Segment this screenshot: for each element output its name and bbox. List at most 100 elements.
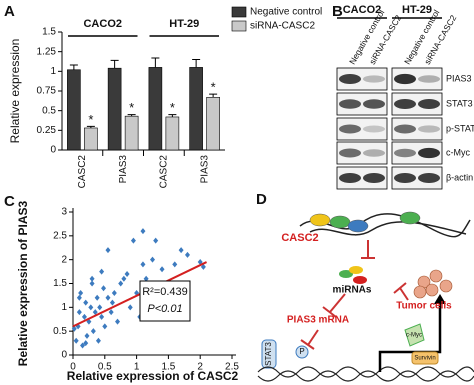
diagram-label: Tumor cells <box>396 301 452 312</box>
chromatin <box>257 370 474 382</box>
error-bar <box>69 64 78 70</box>
point <box>102 323 108 330</box>
band <box>394 99 416 109</box>
band <box>363 173 385 183</box>
point <box>115 318 121 325</box>
band <box>339 74 361 84</box>
row-label: p-STAT3 <box>446 123 474 133</box>
point <box>127 304 133 311</box>
band <box>418 147 440 159</box>
band <box>339 148 361 158</box>
point <box>99 268 105 275</box>
point <box>92 309 98 316</box>
point <box>108 309 114 316</box>
point <box>150 256 155 263</box>
diagram-label: P <box>299 347 304 356</box>
point <box>89 280 95 287</box>
y-axis-label: Relative expression of PIAS3 <box>16 200 30 366</box>
annotation-box <box>139 280 191 322</box>
blot-box <box>391 67 443 91</box>
y-tick-label: 1.25 <box>37 46 57 57</box>
point <box>81 313 87 320</box>
point <box>88 304 94 311</box>
band <box>363 99 385 109</box>
stat3-protein <box>261 339 277 369</box>
band <box>339 124 361 134</box>
mirna <box>349 266 363 274</box>
chromatin <box>257 366 474 378</box>
band <box>418 173 440 183</box>
x-axis-label: Relative expression of CASC2 <box>67 369 239 383</box>
y-axis-label: Relative expression <box>8 39 22 144</box>
error-bar <box>86 125 95 128</box>
x-tick-label: PIAS3 <box>118 155 129 184</box>
point <box>101 285 107 292</box>
error-bar <box>127 114 136 117</box>
tumor-cell <box>413 285 427 299</box>
inhibit-arrow <box>393 282 409 301</box>
y-tick-label: 2.5 <box>53 230 67 241</box>
diagram-label: STAT3 <box>264 342 273 366</box>
y-tick-label: 1 <box>61 302 67 313</box>
point <box>172 261 178 268</box>
x-tick-label: CASC2 <box>77 155 88 189</box>
row-label: PIAS3 <box>446 73 472 83</box>
blot-box <box>391 166 443 190</box>
point <box>200 263 206 270</box>
protein <box>347 219 369 233</box>
inhibit-arrow <box>361 240 375 259</box>
mirna <box>339 270 353 278</box>
row-label: c-Myc <box>446 147 470 157</box>
significance-label: * <box>170 100 175 115</box>
cmyc-shape <box>404 323 425 347</box>
annotation: P<0.01 <box>147 303 182 315</box>
blot-box <box>336 117 388 141</box>
band <box>394 148 416 158</box>
protein <box>399 211 421 225</box>
point <box>83 299 89 306</box>
y-tick-label: 3 <box>61 207 67 218</box>
x-tick-label: CASC2 <box>159 155 170 189</box>
rna-strand <box>309 221 467 236</box>
x-tick-label: 2 <box>197 362 203 373</box>
blot-box <box>391 92 443 116</box>
mirna <box>353 276 367 284</box>
protein <box>309 213 331 227</box>
bar <box>124 115 139 151</box>
point <box>143 275 149 282</box>
band <box>418 125 440 133</box>
y-tick-label: 1.5 <box>42 27 56 38</box>
blot-box <box>391 117 443 141</box>
point <box>140 261 146 268</box>
legend-label: Negative control <box>250 7 322 18</box>
point <box>105 247 111 254</box>
inhibit-arrow <box>300 329 319 350</box>
panel-letter: B <box>332 3 343 20</box>
band <box>394 73 416 85</box>
blot-box <box>391 141 443 165</box>
y-tick-label: 1 <box>50 66 56 77</box>
band <box>339 173 361 183</box>
point <box>76 309 82 316</box>
point <box>71 325 77 332</box>
point <box>99 313 105 320</box>
diagram-label: CASC2 <box>281 232 318 244</box>
x-tick-label: 2.5 <box>225 362 239 373</box>
group-label: CACO2 <box>343 4 382 16</box>
point <box>159 266 165 273</box>
point <box>121 275 127 282</box>
panel-letter: C <box>4 193 15 210</box>
point <box>140 228 146 235</box>
point <box>153 237 159 244</box>
point <box>97 304 103 311</box>
error-bar <box>151 57 160 68</box>
bar <box>107 67 122 151</box>
point <box>105 294 111 301</box>
point <box>124 270 130 277</box>
y-tick-label: 0.75 <box>37 86 57 97</box>
phospho <box>295 345 309 359</box>
y-tick-label: 0 <box>61 350 67 361</box>
point <box>184 251 190 258</box>
error-bar <box>192 59 201 68</box>
